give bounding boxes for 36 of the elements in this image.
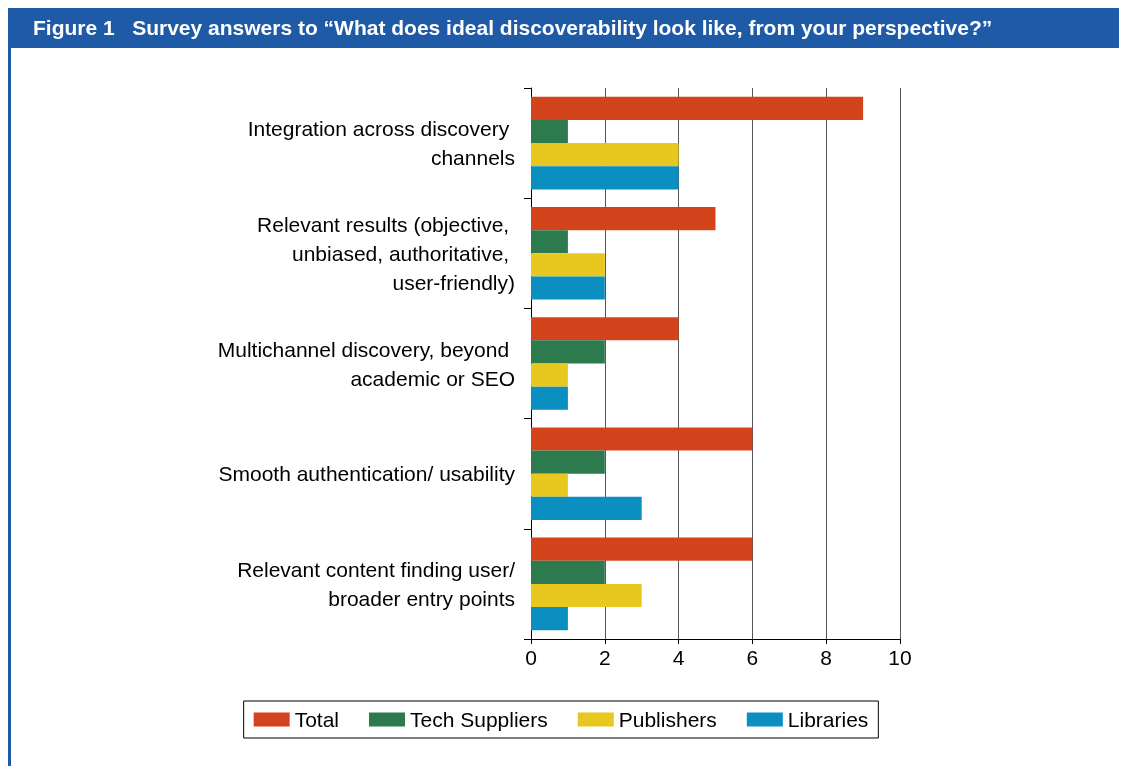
x-tick-label: 10: [888, 646, 912, 669]
legend-label: Publishers: [618, 708, 717, 731]
y-tick-label: Relevant content finding user/broader entry points: [237, 557, 516, 610]
bar: [531, 340, 605, 364]
bar: [531, 363, 568, 387]
bar: [531, 96, 864, 120]
bar: [531, 386, 568, 410]
x-tick-label: 4: [672, 646, 685, 669]
bar: [531, 253, 605, 277]
bar: [531, 230, 568, 254]
bar: [531, 450, 605, 474]
chart-title: Figure 1 Survey answers to “What does ideal discoverability look like, from your perspective?”: [11, 8, 1119, 48]
bar: [531, 166, 679, 190]
bar: [531, 207, 716, 231]
bar: [531, 537, 753, 561]
bar: [531, 143, 679, 167]
bar: [531, 560, 605, 584]
bar: [531, 427, 753, 451]
bar: [531, 317, 679, 341]
bar: [531, 607, 568, 631]
x-tick-label: 0: [525, 646, 537, 669]
bar: [531, 496, 642, 520]
legend-label: Total: [294, 708, 340, 731]
legend-label: Libraries: [787, 708, 869, 731]
legend-label: Tech Suppliers: [410, 708, 548, 731]
bar: [531, 119, 568, 144]
bar: [531, 473, 568, 497]
y-tick-label: Smooth authentication/ usability: [218, 462, 516, 486]
x-tick-label: 8: [820, 646, 833, 669]
y-tick-label: Integration across discovery channels: [247, 117, 515, 170]
bar: [531, 583, 642, 608]
x-tick-label: 2: [598, 646, 611, 669]
y-tick-label: Multichannel discovery, beyond academic or SEO: [217, 337, 515, 390]
bar: [531, 276, 605, 300]
y-tick-label: Relevant results (objective, unbiased, authoritative, user-friendly): [257, 212, 515, 294]
x-tick-label: 6: [746, 646, 759, 669]
